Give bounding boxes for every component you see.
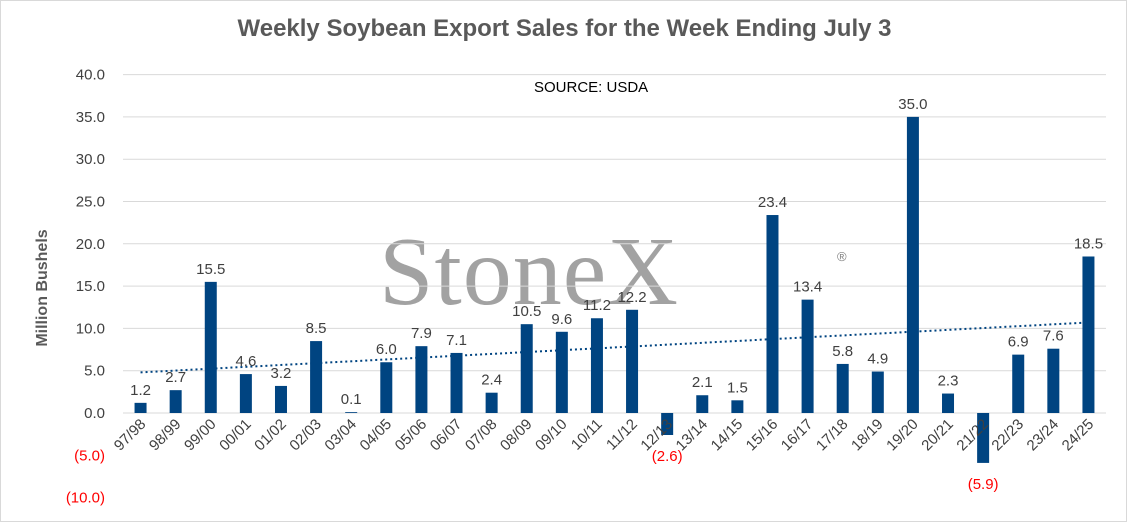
- x-tick-label: 20/21: [918, 416, 957, 455]
- bar: [942, 393, 955, 413]
- y-tick-label: 20.0: [76, 236, 105, 253]
- bar: [204, 281, 217, 413]
- data-label: 23.4: [758, 194, 787, 211]
- bar: [801, 299, 814, 413]
- x-tick-label: 15/16: [743, 416, 782, 455]
- y-tick-label: 25.0: [76, 194, 105, 211]
- x-tick-label: 09/10: [532, 416, 571, 455]
- y-tick-label: 10.0: [76, 320, 105, 337]
- bar: [520, 324, 533, 413]
- bar: [731, 400, 744, 413]
- data-label: 12.2: [617, 289, 646, 306]
- x-tick-label: 14/15: [708, 416, 747, 455]
- x-tick-label: 99/00: [181, 416, 220, 455]
- x-tick-label: 00/01: [216, 416, 255, 455]
- bar: [1012, 354, 1025, 413]
- data-label: 9.6: [551, 311, 572, 328]
- data-label: 7.1: [446, 332, 467, 349]
- bar: [239, 374, 252, 413]
- x-tick-label: 02/03: [286, 416, 325, 455]
- x-tick-label: 22/23: [988, 416, 1027, 455]
- bar: [274, 385, 287, 413]
- x-tick-label: 07/08: [462, 416, 501, 455]
- bar: [415, 346, 428, 413]
- data-label: 2.7: [165, 369, 186, 386]
- y-tick-label: 5.0: [84, 363, 105, 380]
- bar: [485, 392, 498, 413]
- data-label: (5.9): [968, 476, 999, 493]
- x-tick-label: 23/24: [1024, 416, 1063, 455]
- bar: [310, 341, 323, 413]
- x-tick-label: 01/02: [251, 416, 290, 455]
- y-tick-label: 30.0: [76, 151, 105, 168]
- x-tick-label: 10/11: [568, 416, 606, 454]
- x-tick-label: 08/09: [497, 416, 536, 455]
- bar: [871, 371, 884, 413]
- bar: [1047, 348, 1060, 413]
- bar: [906, 116, 919, 414]
- data-label: 1.5: [727, 379, 748, 396]
- bar: [626, 309, 639, 413]
- y-tick-label: 15.0: [76, 278, 105, 295]
- data-label: 10.5: [512, 303, 541, 320]
- y-tick-label: (10.0): [66, 490, 105, 507]
- y-tick-label: 35.0: [76, 109, 105, 126]
- data-label: 2.3: [938, 373, 959, 390]
- bar: [766, 215, 779, 413]
- y-tick-label: (5.0): [74, 447, 105, 464]
- data-label: 4.6: [235, 353, 256, 370]
- bar: [169, 390, 182, 413]
- x-tick-label: 18/19: [848, 416, 887, 455]
- bar: [696, 395, 709, 413]
- data-label: 7.6: [1043, 328, 1064, 345]
- bar: [1082, 256, 1095, 413]
- data-label: 11.2: [583, 297, 611, 314]
- bar: [590, 318, 603, 413]
- registered-mark: ®: [837, 249, 847, 264]
- data-label: 0.1: [341, 391, 362, 408]
- data-label: 8.5: [306, 320, 327, 337]
- bar: [661, 413, 674, 435]
- data-label: 6.0: [376, 341, 397, 358]
- bar: [836, 363, 849, 413]
- data-label: 2.1: [692, 374, 713, 391]
- x-tick-label: 11/12: [603, 416, 641, 454]
- bar: [555, 331, 568, 413]
- bar: [134, 402, 147, 413]
- bar: [977, 413, 990, 463]
- y-tick-label: 40.0: [76, 67, 105, 84]
- stonex-watermark-logo: StoneX: [379, 218, 679, 326]
- x-tick-label: 24/25: [1059, 416, 1098, 455]
- data-label: 13.4: [793, 279, 822, 296]
- x-tick-label: 16/17: [778, 416, 817, 455]
- y-tick-label: 0.0: [84, 405, 105, 422]
- x-tick-label: 05/06: [392, 416, 431, 455]
- data-label: 35.0: [898, 96, 927, 113]
- data-label: 4.9: [867, 351, 888, 368]
- x-tick-label: 17/18: [813, 416, 852, 455]
- x-tick-label: 03/04: [321, 416, 360, 455]
- x-tick-label: 98/99: [146, 416, 185, 455]
- data-label: 15.5: [196, 261, 225, 278]
- data-label: 18.5: [1074, 235, 1103, 252]
- bar: [380, 362, 393, 413]
- data-label: 6.9: [1008, 334, 1029, 351]
- chart-title: Weekly Soybean Export Sales for the Week…: [237, 15, 892, 42]
- data-label: 5.8: [832, 343, 853, 360]
- x-tick-label: 97/98: [111, 416, 150, 455]
- x-tick-label: 19/20: [883, 416, 922, 455]
- trendline: [140, 321, 1089, 374]
- data-label: 2.4: [481, 372, 502, 389]
- x-tick-label: 06/07: [427, 416, 466, 455]
- data-label: 7.9: [411, 325, 432, 342]
- x-tick-label: 04/05: [357, 416, 396, 455]
- data-label: 3.2: [271, 365, 292, 382]
- data-label: 1.2: [130, 382, 151, 399]
- source-annotation: SOURCE: USDA: [534, 79, 649, 96]
- bar: [450, 352, 463, 413]
- data-label: (2.6): [652, 448, 683, 465]
- bar: [345, 412, 358, 413]
